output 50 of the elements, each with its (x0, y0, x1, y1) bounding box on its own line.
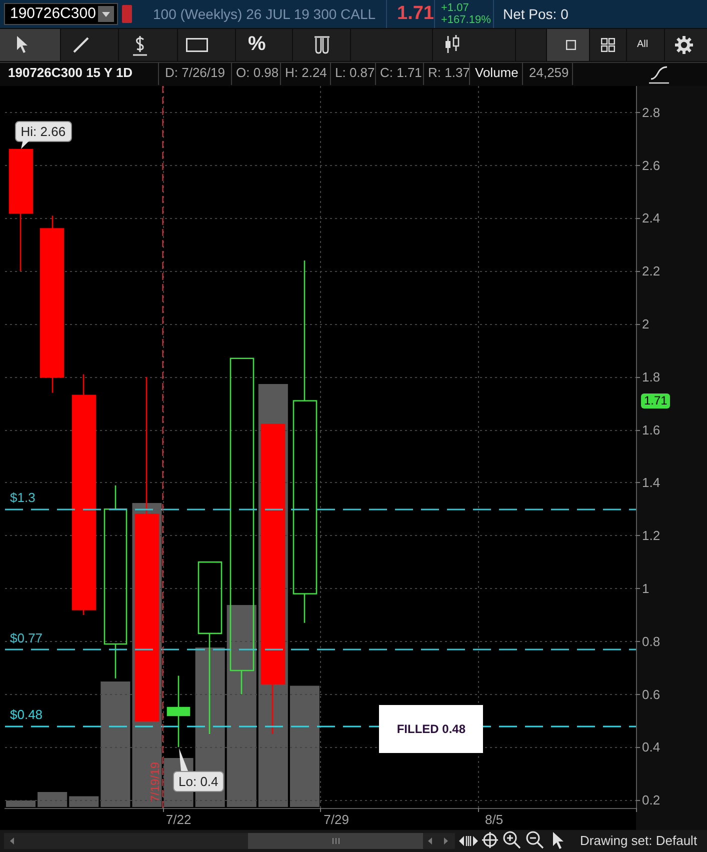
y-tick-label: 2.8 (642, 104, 660, 120)
text: +167.19% (441, 14, 491, 27)
text: R: 1.37 (428, 65, 470, 81)
text: 24,259 (529, 65, 569, 81)
y-tick-label: 1.2 (642, 528, 660, 544)
text: C: 1.71 (380, 65, 422, 81)
text: L: 0.87 (335, 65, 375, 81)
candlestick (292, 260, 318, 624)
candlestick (72, 374, 96, 616)
x-tick-label: 7/22 (166, 812, 192, 827)
text: 1.71 (397, 3, 434, 25)
candlestick (166, 675, 190, 748)
y-tick-label: 0.2 (642, 792, 660, 808)
text: +1.07 (441, 2, 469, 15)
candlestick (40, 214, 64, 394)
y-tick-label: 2 (642, 316, 650, 332)
chart-title: 100 (Weeklys) 26 JUL 19 300 CALL (153, 6, 376, 22)
y-tick-label: 1.4 (642, 475, 660, 490)
annotation: Lo: 0.4 (172, 771, 224, 792)
candlestick (198, 561, 222, 735)
candlestick (230, 358, 254, 695)
ref-line-label: $0.77 (10, 630, 43, 646)
y-tick-label: 2.4 (642, 210, 660, 226)
text: % (248, 33, 266, 56)
text: All (637, 39, 648, 50)
ref-line-label: $1.3 (10, 490, 36, 506)
text: H: 2.24 (285, 65, 327, 81)
candlestick (8, 148, 34, 272)
y-tick-label: 1 (642, 580, 650, 596)
text: Net Pos: 0 (503, 6, 568, 22)
text: 190726C300 (10, 5, 96, 22)
candlestick (104, 484, 128, 680)
text: 1.71 (641, 393, 670, 408)
y-tick-label: 2.6 (642, 158, 660, 173)
text: O: 0.98 (236, 65, 279, 81)
y-tick-label: 0.8 (642, 634, 660, 649)
y-tick-label: 1.8 (642, 369, 660, 384)
text: Drawing set: Default (580, 833, 698, 849)
ref-line-label: 7/19/19 (148, 762, 162, 802)
y-tick-label: 1.6 (642, 422, 660, 438)
text: 190726C300 15 Y 1D (8, 65, 133, 81)
y-tick-label: 0.4 (642, 740, 660, 755)
ref-line-label: $0.48 (10, 707, 43, 722)
text: D: 7/26/19 (165, 65, 225, 81)
annotation: Hi: 2.66 (14, 121, 72, 142)
text: Volume (475, 65, 518, 81)
y-tick-label: 2.2 (642, 264, 660, 279)
x-tick-label: 8/5 (484, 812, 504, 827)
x-tick-label: 7/29 (324, 812, 349, 827)
y-tick-label: 0.6 (642, 686, 660, 702)
